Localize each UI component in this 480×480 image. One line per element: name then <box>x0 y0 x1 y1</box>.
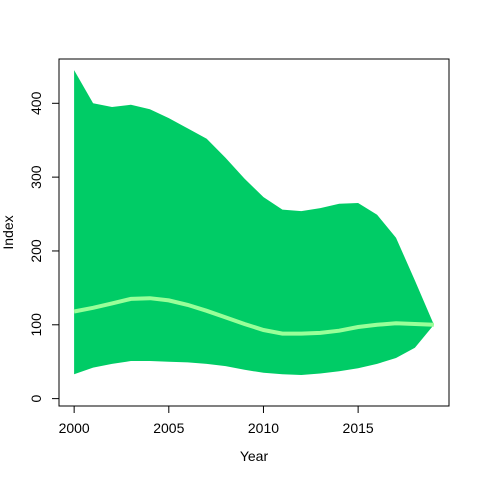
trend-line <box>73 296 434 336</box>
y-tick-label-300: 300 <box>28 165 44 189</box>
x-tick-label-2010: 2010 <box>248 420 279 436</box>
x-tick-label-2015: 2015 <box>343 420 374 436</box>
x-axis-title: Year <box>240 448 269 464</box>
y-tick-label-0: 0 <box>28 395 44 403</box>
y-axis: 0 100 200 300 400 <box>28 91 60 403</box>
confidence-band <box>74 70 434 375</box>
y-axis-title: Index <box>0 215 16 249</box>
x-axis: 2000 2005 2010 2015 <box>59 405 374 436</box>
x-tick-label-2000: 2000 <box>59 420 90 436</box>
x-tick-label-2005: 2005 <box>153 420 184 436</box>
y-tick-label-400: 400 <box>28 91 44 115</box>
y-tick-label-100: 100 <box>28 313 44 337</box>
y-tick-label-200: 200 <box>28 239 44 263</box>
